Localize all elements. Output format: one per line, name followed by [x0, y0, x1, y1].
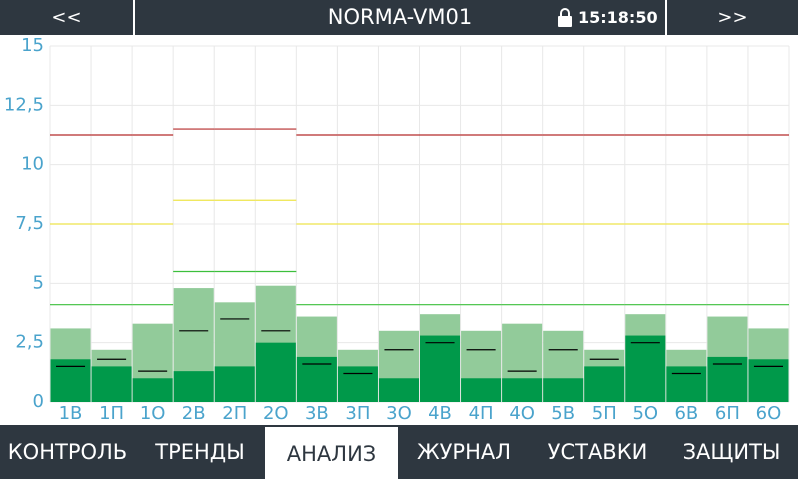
y-tick-label: 2,5 — [15, 332, 44, 353]
lock-icon — [558, 8, 572, 27]
x-tick-label: 2В — [182, 403, 206, 424]
x-tick-label: 4В — [428, 403, 452, 424]
bar — [461, 378, 502, 402]
bar — [91, 366, 132, 402]
tab[interactable]: ЖУРНАЛ — [416, 440, 512, 464]
x-tick-label: 5П — [592, 403, 617, 424]
forward-button[interactable]: >> — [717, 7, 748, 28]
bar — [255, 342, 296, 402]
y-tick-label: 5 — [33, 272, 44, 293]
bar — [214, 366, 255, 402]
tab[interactable]: КОНТРОЛЬ — [7, 440, 128, 464]
y-tick-label: 12,5 — [4, 94, 44, 115]
tab[interactable]: ТРЕНДЫ — [155, 440, 245, 464]
divider — [133, 0, 135, 35]
bar — [378, 378, 419, 402]
bar — [625, 335, 666, 402]
x-tick-label: 1В — [59, 403, 83, 424]
bar — [132, 378, 173, 402]
x-tick-label: 1О — [140, 403, 166, 424]
y-tick-label: 7,5 — [15, 213, 44, 234]
bar — [420, 335, 461, 402]
tab[interactable]: ЗАЩИТЫ — [682, 440, 781, 464]
y-tick-label: 10 — [21, 154, 44, 175]
bar — [337, 366, 378, 402]
x-tick-label: 6В — [674, 403, 698, 424]
x-tick-label: 6О — [756, 403, 782, 424]
x-tick-label: 5В — [551, 403, 575, 424]
bar — [543, 378, 584, 402]
y-tick-label: 15 — [21, 35, 44, 56]
bar — [666, 366, 707, 402]
bar — [502, 378, 543, 402]
x-tick-label: 1П — [99, 403, 124, 424]
bar — [173, 371, 214, 402]
title: NORMA-VM01 — [327, 5, 473, 29]
x-tick-label: 4О — [509, 403, 535, 424]
x-tick-label: 2О — [263, 403, 289, 424]
bar — [584, 366, 625, 402]
x-tick-label: 2П — [222, 403, 247, 424]
x-tick-label: 3О — [386, 403, 412, 424]
header: << NORMA-VM01 15:18:50 >> — [0, 0, 798, 35]
back-button[interactable]: << — [51, 7, 82, 28]
y-tick-label: 0 — [33, 391, 44, 412]
x-tick-label: 5О — [632, 403, 658, 424]
tab[interactable]: УСТАВКИ — [547, 440, 648, 464]
clock: 15:18:50 — [578, 8, 658, 27]
x-tick-label: 4П — [469, 403, 494, 424]
bar — [748, 359, 789, 402]
x-tick-label: 6П — [715, 403, 740, 424]
x-tick-label: 3П — [345, 403, 370, 424]
tab-bar: КОНТРОЛЬ ТРЕНДЫ АНАЛИЗ ЖУРНАЛ УСТАВКИ ЗАЩИТЫ — [0, 425, 798, 479]
x-tick-label: 3В — [305, 403, 329, 424]
chart: 0 2,5 5 7,5 10 12,5 15 1В 1П 1О 2В 2П 2О 3В 3П 3О 4В 4П 4О… — [4, 35, 790, 424]
tab[interactable]: АНАЛИЗ — [265, 427, 398, 479]
bar — [50, 359, 91, 402]
divider — [665, 0, 667, 35]
